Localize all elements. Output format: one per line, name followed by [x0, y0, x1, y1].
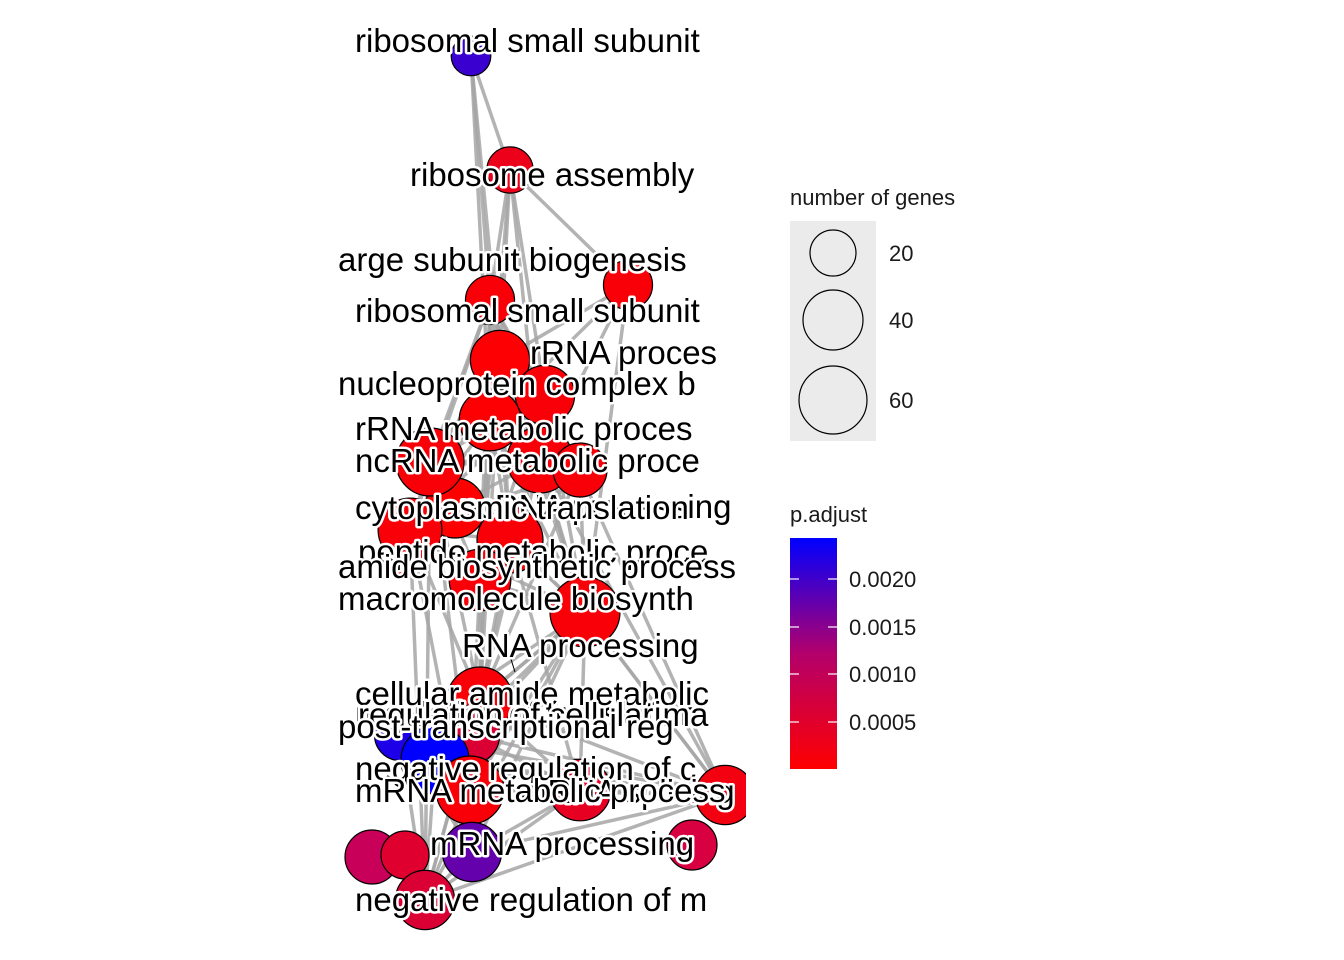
size-legend-label-40: 40 [889, 308, 913, 333]
network-edge [538, 459, 727, 796]
node-label-n12: amide biosynthetic process [338, 548, 736, 585]
color-legend-title: p.adjust [790, 502, 867, 527]
node-label-n7: rRNA metabolic proces [355, 410, 692, 447]
node-label-n18: post-transcriptional reg [338, 708, 674, 745]
network-node-n10 [552, 442, 608, 498]
network-node-n6 [514, 364, 576, 426]
network-edge [508, 539, 582, 791]
size-legend-label-60: 60 [889, 388, 913, 413]
network-node-n19 [548, 758, 612, 822]
network-edge [471, 793, 726, 854]
network-node-n23 [394, 869, 456, 931]
network-edge [508, 169, 547, 396]
node-label-n19: negative regulation of c [355, 750, 696, 787]
color-legend-tick-label: 0.0010 [849, 662, 916, 687]
network-node-n2 [486, 146, 534, 194]
color-legend-colorbar [790, 538, 837, 769]
network-node-n7 [458, 388, 522, 452]
network-node-n22 [441, 821, 503, 883]
node-label-n17: regulation of cellular ma [358, 696, 709, 733]
network-node-n20 [694, 764, 746, 826]
node-label-n3: arge subunit biogenesis [338, 241, 687, 278]
node-label-n22: mRNA processing [430, 825, 694, 862]
size-legend-circle-20 [809, 229, 857, 277]
node-label-n4: ribosomal small subunit [355, 292, 700, 329]
network-panel: ribosomal small subunit ribosome assembly… [336, 20, 746, 931]
node-label-n20: mRNA splicing [520, 773, 735, 810]
node-label-n6: nucleoprotein complex b [338, 365, 696, 402]
size-legend-title: number of genes [790, 185, 955, 210]
network-node-n5 [469, 329, 531, 391]
network-edge [479, 698, 726, 797]
network-edge [583, 610, 727, 797]
size-legend: number of genes 20 40 60 [790, 185, 955, 441]
network-node [666, 819, 718, 871]
size-legend-label-20: 20 [889, 241, 913, 266]
network-node-n3 [602, 259, 654, 311]
network-node-n8 [395, 427, 465, 497]
network-node-n14 [549, 576, 621, 648]
size-legend-circle-60 [798, 365, 868, 435]
node-label-n2: ribosome assembly [410, 156, 695, 193]
color-legend-tick-label: 0.0015 [849, 615, 916, 640]
node-label-n10: cytoplasmic translation [355, 489, 689, 526]
network-edge [508, 168, 630, 287]
node-label-n8: ncRNA metabolic proce [355, 442, 700, 479]
node-label-n15: cellular amide metabolic [355, 675, 709, 712]
node-label-n9: ncRNA processing [460, 488, 731, 525]
network-node-n12 [377, 497, 443, 563]
node-label-n23: negative regulation of m [355, 881, 707, 918]
label-connector [504, 639, 516, 673]
network-edge [424, 793, 726, 902]
network-node-n1 [450, 35, 492, 77]
node-label-n16: regulation of translation [355, 695, 698, 732]
network-node-n4 [464, 274, 516, 326]
node-labels: ribosomal small subunit ribosome assembly… [336, 20, 739, 921]
color-legend-tick-label: 0.0005 [849, 710, 916, 735]
node-label-n14: RNA processing [462, 627, 699, 664]
node-label-n11: peptide metabolic proce [358, 533, 708, 570]
network-node-n13 [448, 548, 512, 612]
node-label-n1: ribosomal small subunit [355, 22, 700, 59]
node-label-n13: macromolecule biosynth [338, 580, 694, 617]
network-nodes [344, 35, 746, 931]
size-legend-circle-40 [802, 289, 864, 351]
node-label-n5: rRNA proces [530, 334, 717, 371]
color-legend: p.adjust 0.0020 0.0015 0.0010 0.0005 [790, 502, 916, 769]
color-legend-tick-label: 0.0020 [849, 567, 916, 592]
node-label-n21: mRNA metabolic process [355, 772, 725, 809]
